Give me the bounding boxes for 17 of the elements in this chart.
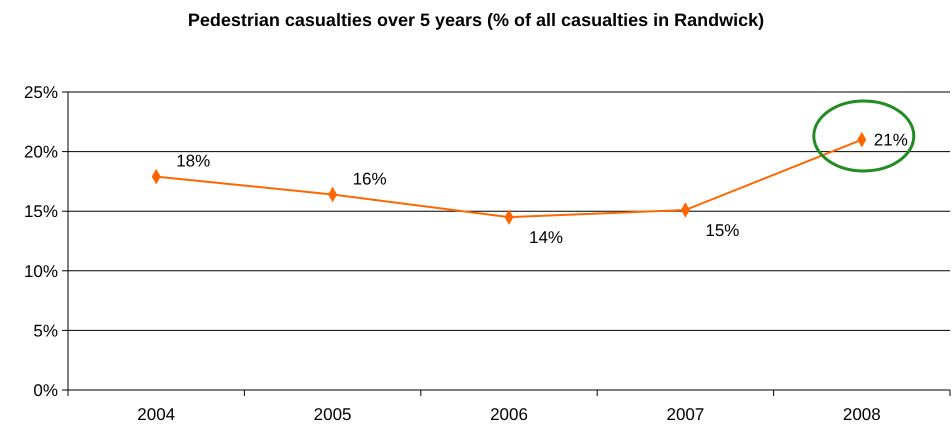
y-tick-label: 20% [24,142,58,162]
y-tick-label: 15% [24,202,58,222]
x-tick-label: 2005 [314,405,352,424]
x-tick-label: 2006 [490,405,528,424]
data-label: 18% [176,152,210,171]
data-label: 15% [705,221,740,240]
data-label: 16% [352,170,387,189]
y-tick-label: 0% [33,381,58,400]
y-tick-label: 5% [33,321,58,340]
data-label: 21% [874,130,908,150]
x-tick-label: 2004 [137,405,176,424]
y-tick-label: 25% [24,83,58,102]
x-tick-label: 2008 [842,405,881,424]
chart-title: Pedestrian casualties over 5 years (% of all casualties in Randwick) [188,10,764,30]
x-tick-label: 2007 [666,405,704,424]
y-tick-label: 10% [24,262,58,281]
data-label: 14% [529,228,564,248]
